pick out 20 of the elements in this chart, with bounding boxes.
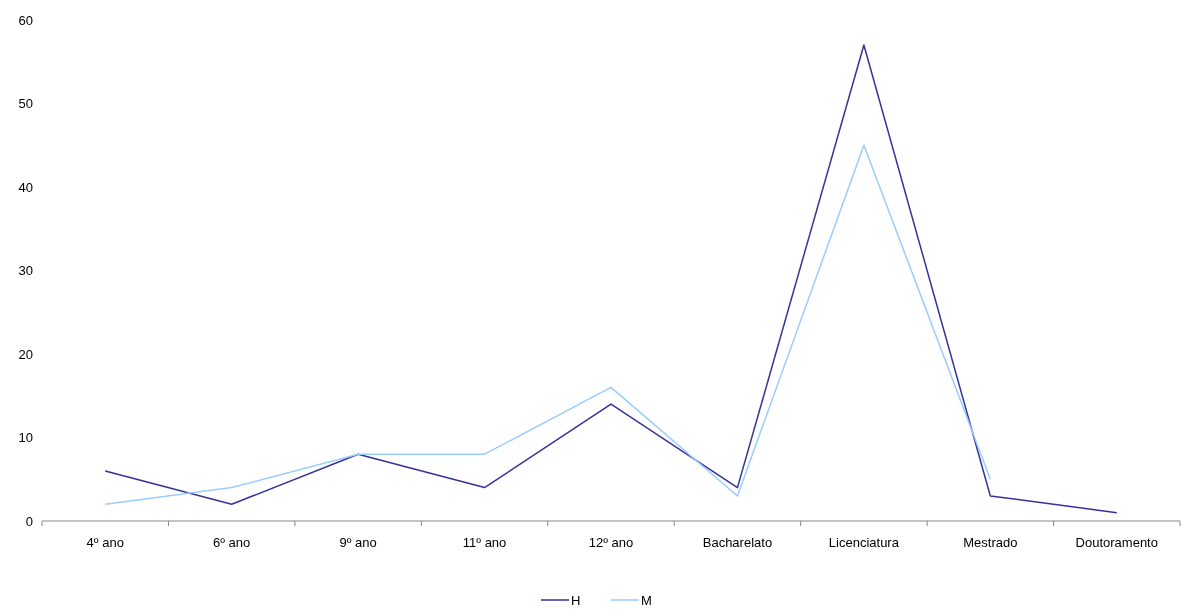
legend-label: M [641, 592, 652, 608]
y-tick-label: 50 [18, 96, 33, 112]
y-tick-label: 30 [18, 263, 33, 279]
x-tick-label: 6º ano [213, 535, 251, 550]
x-tick-label: 12º ano [588, 535, 634, 550]
y-tick-label: 60 [18, 12, 33, 28]
y-tick-label: 10 [18, 430, 33, 446]
x-tick-label: 11º ano [462, 535, 507, 550]
x-tick-label: 9º ano [339, 535, 377, 550]
y-tick-label: 40 [18, 179, 33, 195]
legend-label: H [571, 592, 581, 608]
x-tick-label: Doutoramento [1075, 535, 1158, 550]
x-tick-label: Bacharelato [702, 535, 773, 550]
x-tick-label: Licenciatura [828, 535, 900, 550]
y-tick-label: 0 [25, 513, 33, 529]
line-series [104, 144, 992, 506]
x-tick-label: 4º ano [86, 535, 124, 550]
line-series [104, 44, 1118, 514]
y-tick-label: 20 [18, 346, 33, 362]
x-tick-label: Mestrado [963, 535, 1018, 550]
